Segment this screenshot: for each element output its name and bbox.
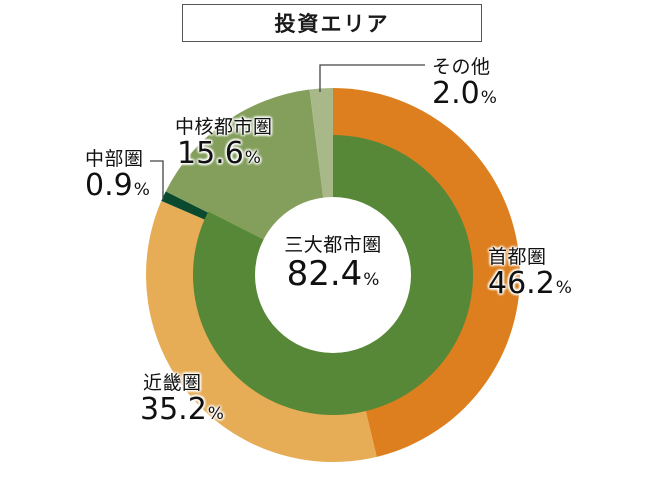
label-other: その他 2.0% [432, 58, 497, 109]
label-center: 三大都市圏 82.4% [263, 234, 403, 294]
chart-title: 投資エリア [274, 12, 390, 36]
label-kinki: 近畿圏 35.2% [140, 372, 224, 427]
label-shutoken-unit: % [555, 278, 572, 298]
label-center-value: 82.4 [286, 254, 363, 294]
label-other-name: その他 [432, 56, 491, 78]
label-chukaku-value: 15.6 [177, 136, 244, 171]
label-chubu-unit: % [133, 180, 150, 200]
leader-line-chubu [150, 160, 164, 200]
label-shutoken-name: 首都圏 [488, 246, 547, 268]
label-chubu-value: 0.9 [85, 168, 133, 203]
label-chukaku-name: 中核都市圏 [175, 116, 273, 138]
chart-title-box: 投資エリア [182, 4, 482, 42]
label-center-unit: % [363, 270, 380, 290]
label-chubu-name: 中部圏 [85, 148, 144, 170]
label-chukaku: 中核都市圏 15.6% [175, 118, 273, 169]
donut-hole [255, 197, 411, 353]
label-shutoken: 首都圏 46.2% [488, 248, 572, 299]
label-chukaku-unit: % [244, 148, 261, 168]
label-kinki-unit: % [207, 404, 224, 424]
label-other-value: 2.0 [432, 76, 480, 111]
label-kinki-name: 近畿圏 [143, 372, 202, 394]
label-other-unit: % [480, 88, 497, 108]
label-shutoken-value: 46.2 [488, 266, 555, 301]
leader-line-other [319, 64, 425, 92]
label-center-name: 三大都市圏 [284, 234, 382, 256]
label-chubu: 中部圏 0.9% [85, 150, 150, 201]
label-kinki-value: 35.2 [140, 392, 207, 427]
